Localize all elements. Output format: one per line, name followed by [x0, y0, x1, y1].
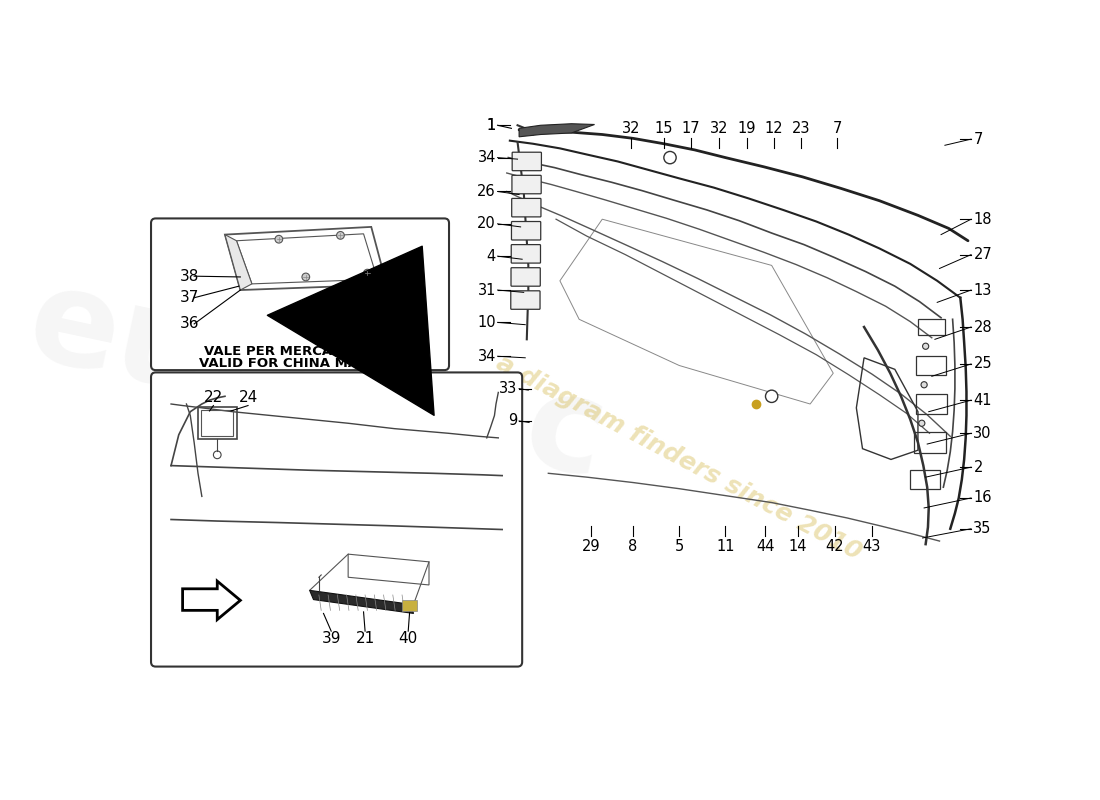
Text: 33: 33 — [499, 381, 517, 396]
Bar — [916, 356, 946, 374]
Text: 38: 38 — [180, 269, 200, 284]
Text: 12: 12 — [764, 121, 783, 136]
Text: 44: 44 — [756, 538, 774, 554]
Text: VALID FOR CHINA MARKET: VALID FOR CHINA MARKET — [199, 357, 397, 370]
Text: a diagram finders since 2010: a diagram finders since 2010 — [493, 351, 866, 565]
Text: 17: 17 — [682, 121, 700, 136]
Text: 13: 13 — [974, 282, 992, 298]
Polygon shape — [310, 590, 414, 614]
FancyBboxPatch shape — [512, 175, 541, 194]
Text: 5: 5 — [674, 538, 684, 554]
Text: 40: 40 — [398, 631, 418, 646]
Text: 1: 1 — [486, 118, 496, 133]
Bar — [916, 394, 947, 414]
Text: 22: 22 — [204, 390, 223, 406]
Text: 27: 27 — [974, 247, 992, 262]
Text: 21: 21 — [355, 631, 375, 646]
Circle shape — [301, 273, 310, 281]
Bar — [911, 470, 939, 489]
Polygon shape — [224, 234, 252, 290]
FancyBboxPatch shape — [512, 198, 541, 217]
Text: 32: 32 — [621, 121, 640, 136]
Circle shape — [921, 382, 927, 388]
Text: 35: 35 — [974, 522, 992, 536]
FancyBboxPatch shape — [512, 222, 541, 240]
Text: 26: 26 — [477, 184, 496, 199]
Text: 18: 18 — [974, 212, 992, 226]
Text: 20: 20 — [477, 216, 496, 231]
FancyBboxPatch shape — [151, 373, 522, 666]
Bar — [201, 410, 233, 436]
Text: 31: 31 — [477, 282, 496, 298]
Text: 42: 42 — [825, 538, 844, 554]
Text: 2: 2 — [974, 460, 982, 474]
Text: 24: 24 — [239, 390, 257, 406]
Text: 8: 8 — [628, 538, 638, 554]
Text: 34: 34 — [477, 150, 496, 165]
Text: 36: 36 — [180, 317, 200, 331]
Circle shape — [923, 343, 928, 350]
Text: 30: 30 — [974, 426, 992, 441]
Circle shape — [337, 231, 344, 239]
Text: 37: 37 — [180, 290, 200, 306]
Bar — [403, 599, 418, 611]
Text: 11: 11 — [716, 538, 735, 554]
Text: 28: 28 — [974, 319, 992, 334]
Circle shape — [918, 420, 925, 426]
Circle shape — [363, 270, 372, 277]
Text: 43: 43 — [862, 538, 881, 554]
FancyBboxPatch shape — [151, 218, 449, 370]
Text: 10: 10 — [477, 315, 496, 330]
Text: 14: 14 — [789, 538, 807, 554]
Text: eurococ: eurococ — [18, 258, 617, 504]
Bar — [917, 318, 945, 335]
Text: 32: 32 — [710, 121, 728, 136]
Text: 39: 39 — [321, 631, 341, 646]
Text: 16: 16 — [974, 490, 992, 506]
Text: 7: 7 — [833, 121, 842, 136]
Text: 7: 7 — [974, 132, 982, 146]
Bar — [198, 407, 236, 439]
Text: 41: 41 — [974, 393, 992, 408]
Text: 15: 15 — [654, 121, 673, 136]
Text: 19: 19 — [738, 121, 757, 136]
Text: 25: 25 — [974, 357, 992, 371]
Polygon shape — [183, 581, 241, 619]
Bar — [914, 433, 946, 453]
FancyBboxPatch shape — [510, 291, 540, 310]
Text: 29: 29 — [582, 538, 600, 554]
Text: 34: 34 — [477, 349, 496, 364]
Text: VALE PER MERCATO CINA: VALE PER MERCATO CINA — [205, 345, 392, 358]
FancyBboxPatch shape — [513, 152, 541, 170]
Text: 4: 4 — [486, 249, 496, 264]
Circle shape — [766, 390, 778, 402]
FancyBboxPatch shape — [512, 268, 540, 286]
FancyBboxPatch shape — [512, 245, 540, 263]
Polygon shape — [519, 124, 594, 137]
Text: 1: 1 — [486, 118, 496, 133]
Circle shape — [275, 235, 283, 243]
Text: 9: 9 — [508, 414, 517, 429]
Text: 23: 23 — [792, 121, 811, 136]
